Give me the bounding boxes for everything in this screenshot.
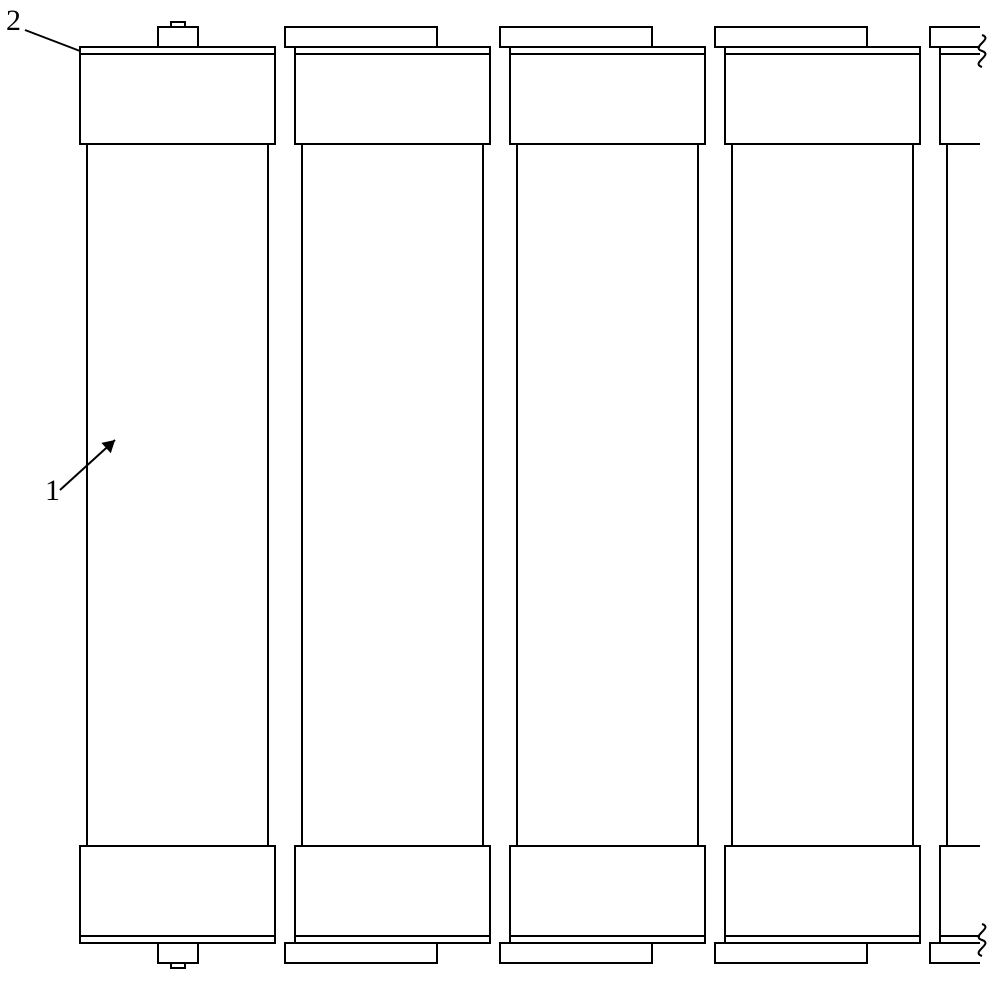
cell-body xyxy=(302,144,483,846)
cell-header-partial xyxy=(940,54,982,144)
cell-header xyxy=(295,54,490,144)
cell-bottom-plate-partial xyxy=(940,936,982,943)
top-terminal-nub xyxy=(171,22,185,27)
cell-footer xyxy=(295,846,490,936)
top-connector xyxy=(715,27,867,47)
top-connector xyxy=(158,27,198,47)
cell-body-partial xyxy=(947,144,982,846)
cell-bottom-plate xyxy=(295,936,490,943)
cell-header xyxy=(725,54,920,144)
bottom-connector xyxy=(285,943,437,963)
cell-top-plate xyxy=(725,47,920,54)
bottom-connector xyxy=(500,943,652,963)
cell-footer xyxy=(510,846,705,936)
top-connector xyxy=(500,27,652,47)
cell-body xyxy=(732,144,913,846)
bottom-connector xyxy=(158,943,198,963)
bottom-connector xyxy=(715,943,867,963)
battery-pack-diagram xyxy=(0,0,1000,986)
cell-top-plate-partial xyxy=(940,47,982,54)
cell-top-plate xyxy=(295,47,490,54)
cell-bottom-plate xyxy=(80,936,275,943)
label-cell: 1 xyxy=(45,474,60,508)
cell-footer xyxy=(725,846,920,936)
cell-footer-partial xyxy=(940,846,982,936)
bottom-terminal-nub xyxy=(171,963,185,968)
cell-footer xyxy=(80,846,275,936)
leader-line-bus xyxy=(25,30,80,51)
cell-header xyxy=(510,54,705,144)
cell-bottom-plate xyxy=(725,936,920,943)
top-connector xyxy=(285,27,437,47)
cell-bottom-plate xyxy=(510,936,705,943)
top-connector xyxy=(930,27,982,47)
cell-body xyxy=(87,144,268,846)
label-bus: 2 xyxy=(6,4,21,38)
cell-header xyxy=(80,54,275,144)
bottom-connector xyxy=(930,943,982,963)
cell-body xyxy=(517,144,698,846)
cell-top-plate xyxy=(510,47,705,54)
cell-top-plate xyxy=(80,47,275,54)
